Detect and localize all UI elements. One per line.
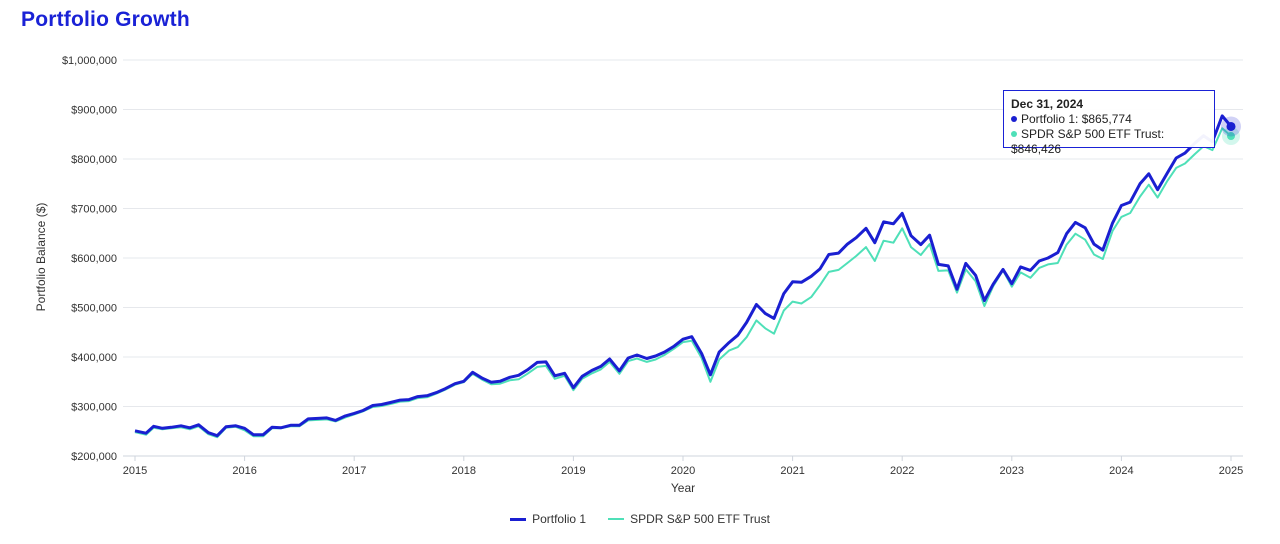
tooltip-row-portfolio: Portfolio 1: $865,774 bbox=[1011, 112, 1207, 127]
legend-swatch-portfolio bbox=[510, 517, 527, 521]
x-tick-label: 2015 bbox=[123, 465, 147, 477]
series-lines bbox=[134, 114, 1233, 439]
portfolio-marker[interactable] bbox=[1226, 121, 1236, 131]
y-tick-label: $200,000 bbox=[71, 451, 117, 463]
x-tick-label: 2018 bbox=[452, 465, 476, 477]
y-axis-label: Portfolio Balance ($) bbox=[34, 203, 48, 312]
x-tick-label: 2019 bbox=[561, 465, 585, 477]
x-tick-label: 2017 bbox=[342, 465, 366, 477]
y-tick-label: $1,000,000 bbox=[62, 55, 117, 67]
legend-swatch-spy bbox=[608, 518, 625, 520]
y-tick-label: $700,000 bbox=[71, 204, 117, 216]
legend-item-spy[interactable]: SPDR S&P 500 ETF Trust bbox=[608, 512, 770, 526]
x-tick-label: 2020 bbox=[671, 465, 695, 477]
y-tick-label: $800,000 bbox=[71, 154, 117, 166]
series-line-portfolio-1[interactable] bbox=[134, 114, 1233, 438]
x-tick-label: 2022 bbox=[890, 465, 914, 477]
y-axis-ticks: $200,000 $300,000 $400,000 $500,000 $600,000… bbox=[62, 55, 117, 463]
page-title: Portfolio Growth bbox=[21, 8, 190, 31]
legend-label-portfolio: Portfolio 1 bbox=[532, 512, 587, 526]
x-axis-label: Year bbox=[671, 481, 695, 495]
x-tick-label: 2025 bbox=[1219, 465, 1243, 477]
y-tick-label: $500,000 bbox=[71, 303, 117, 315]
chart-legend: Portfolio 1 SPDR S&P 500 ETF Trust bbox=[0, 512, 1280, 526]
x-tick-label: 2016 bbox=[232, 465, 256, 477]
legend-item-portfolio[interactable]: Portfolio 1 bbox=[510, 512, 586, 526]
spy-marker[interactable] bbox=[1227, 132, 1235, 141]
tooltip-row-spy: SPDR S&P 500 ETF Trust: $846,426 bbox=[1011, 127, 1207, 157]
x-tick-label: 2023 bbox=[1000, 465, 1024, 477]
portfolio-dot-icon bbox=[1011, 115, 1017, 122]
series-line-spdr[interactable] bbox=[134, 127, 1232, 439]
hover-markers bbox=[1221, 116, 1241, 146]
x-axis-ticks: 2015 2016 2017 2018 2019 2020 2021 2022 2023 2024… bbox=[123, 456, 1243, 477]
x-tick-label: 2024 bbox=[1109, 465, 1133, 477]
y-tick-label: $300,000 bbox=[71, 402, 117, 414]
x-tick-label: 2021 bbox=[780, 465, 804, 477]
y-tick-label: $400,000 bbox=[71, 352, 117, 364]
y-tick-label: $600,000 bbox=[71, 253, 117, 265]
tooltip-spy-value: SPDR S&P 500 ETF Trust: $846,426 bbox=[1011, 127, 1165, 156]
legend-label-spy: SPDR S&P 500 ETF Trust bbox=[630, 512, 770, 526]
chart-tooltip: Dec 31, 2024 Portfolio 1: $865,774 SPDR … bbox=[1003, 90, 1215, 156]
tooltip-portfolio-value: Portfolio 1: $865,774 bbox=[1021, 112, 1132, 126]
spy-dot-icon bbox=[1011, 130, 1017, 137]
y-tick-label: $900,000 bbox=[71, 105, 117, 117]
tooltip-date: Dec 31, 2024 bbox=[1011, 97, 1084, 111]
